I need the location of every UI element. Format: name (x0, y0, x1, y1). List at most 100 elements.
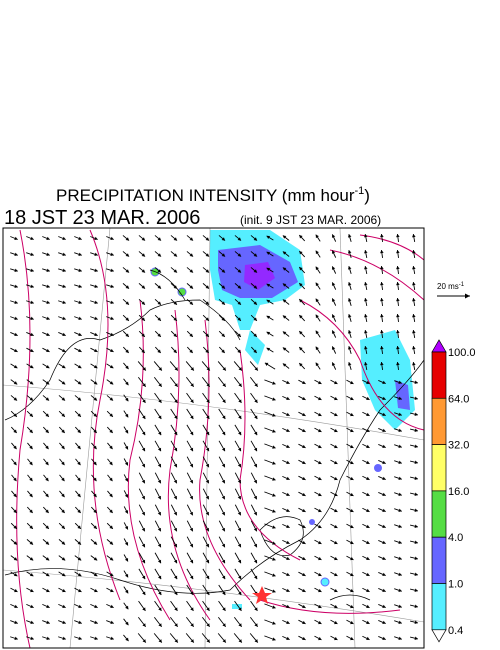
wind-arrow-head (142, 399, 146, 403)
wind-arrow-head (299, 267, 303, 271)
wind-arrow-head (45, 477, 49, 482)
wind-arrow-head (222, 399, 226, 403)
wind-arrow-head (78, 604, 82, 609)
wind-arrow-head (237, 269, 242, 273)
wind-arrow-head (189, 447, 194, 452)
wind-arrow-head (315, 330, 319, 335)
wind-arrow-head (45, 364, 50, 369)
wind-arrow-head (315, 250, 319, 255)
wind-arrow-head (78, 284, 82, 289)
wind-arrow-head (221, 253, 226, 257)
wind-arrow-head (398, 492, 402, 497)
colorbar-label: 32.0 (448, 440, 469, 452)
wind-arrow-head (61, 572, 66, 577)
wind-arrow-head (282, 235, 287, 239)
wind-arrow-head (30, 636, 34, 641)
wind-arrow-head (93, 429, 97, 433)
wind-arrow-head (205, 463, 210, 468)
wind-arrow-head (302, 380, 306, 385)
wind-arrow-head (237, 253, 242, 257)
wind-arrow-head (315, 266, 319, 271)
wind-arrow-head (157, 559, 162, 564)
wind-arrow-head (46, 284, 50, 289)
wind-scale: 20 ms-1 (437, 282, 470, 299)
wind-arrow-head (29, 429, 33, 433)
wind-arrow-head (158, 623, 162, 627)
wind-arrow-head (302, 620, 306, 625)
wind-arrow-head (110, 620, 114, 625)
wind-arrow-head (221, 301, 225, 305)
wind-arrow-head (45, 509, 49, 513)
wind-arrow-head (238, 639, 242, 643)
wind-arrow-head (93, 445, 97, 450)
wind-arrow-head (206, 591, 210, 596)
wind-arrow-head (302, 444, 306, 449)
wind-arrow-head (286, 540, 290, 545)
wind-arrow-head (189, 349, 193, 353)
wind-arrow-head (14, 268, 18, 273)
wind-arrow-head (382, 588, 386, 593)
wind-arrow-head (302, 460, 306, 465)
wind-arrow-head (414, 444, 418, 448)
wind-arrow-head (78, 316, 82, 321)
wind-arrow-head (396, 314, 400, 318)
wind-arrow-head (205, 285, 210, 289)
wind-arrow-head (78, 268, 82, 273)
wind-arrow-head (334, 620, 338, 625)
wind-arrow-head (272, 493, 276, 497)
colorbar-under (431, 629, 447, 643)
wind-arrow-head (299, 363, 303, 367)
wind-arrow-head (238, 575, 242, 580)
wind-arrow-head (253, 495, 257, 500)
wind-arrow-head (174, 383, 178, 387)
wind-arrow-head (398, 444, 402, 449)
wind-arrow-head (237, 495, 241, 500)
wind-arrow-head (302, 540, 306, 545)
wind-arrow-head (380, 250, 384, 254)
wind-arrow-head (350, 396, 354, 401)
wind-arrow-head (238, 431, 242, 436)
wind-arrow-head (173, 253, 178, 257)
wind-arrow-head (347, 362, 352, 366)
wind-arrow-head (398, 396, 402, 401)
wind-arrow-head (318, 428, 322, 433)
wind-arrow-head (45, 525, 49, 529)
wind-arrow-head (30, 284, 34, 289)
wind-arrow-head (398, 524, 402, 529)
wind-arrow-head (396, 234, 400, 238)
wind-arrow-head (334, 380, 338, 385)
wind-arrow-head (221, 559, 226, 564)
wind-arrow-head (190, 575, 194, 580)
wind-arrow-head (205, 527, 209, 532)
wind-arrow-head (93, 397, 98, 401)
wind-arrow-head (13, 557, 18, 561)
wind-arrow-head (286, 636, 290, 641)
wind-arrow-head (364, 330, 368, 334)
wind-arrow-head (237, 543, 242, 548)
wind-arrow-head (93, 477, 97, 482)
wind-arrow-head (237, 285, 242, 289)
wind-arrow-head (398, 460, 402, 465)
wind-arrow-head (366, 588, 370, 593)
wind-arrow-head (13, 364, 18, 369)
wind-arrow-head (396, 266, 400, 270)
wind-arrow-head (173, 559, 178, 564)
wind-arrow-head (30, 604, 34, 609)
wind-arrow-head (13, 493, 17, 498)
wind-arrow-head (334, 572, 338, 577)
wind-arrow-head (173, 317, 177, 321)
wind-arrow-head (14, 236, 18, 241)
wind-arrow-head (364, 266, 368, 270)
wind-arrow-head (94, 300, 98, 305)
wind-arrow-head (331, 298, 336, 302)
wind-arrow-head (189, 317, 193, 321)
wind-arrow-head (414, 508, 418, 512)
wind-arrow-head (109, 364, 114, 369)
wind-arrow-head (190, 623, 194, 627)
wind-arrow-head (334, 476, 338, 481)
wind-arrow-head (173, 543, 178, 548)
wind-arrow-head (14, 620, 18, 625)
wind-arrow-head (125, 253, 130, 257)
wind-arrow-head (414, 604, 418, 608)
wind-arrow-head (205, 511, 209, 516)
